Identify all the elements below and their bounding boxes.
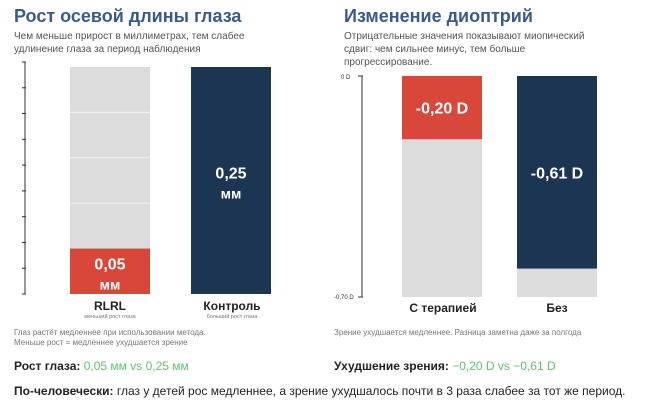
summary-growth: Рост глаза: 0,05 мм vs 0,25 мм bbox=[14, 359, 189, 373]
summary-growth-label: Рост глаза: bbox=[14, 359, 81, 373]
bottom-conclusion-text: глаз у детей рос медленнее, а зрение уху… bbox=[113, 384, 626, 398]
left-category-label-control: Контроль bbox=[203, 299, 261, 313]
bottom-conclusion: По-человечески: глаз у детей рос медленн… bbox=[14, 384, 634, 398]
right-category-label-without: Без bbox=[546, 301, 568, 315]
right-subtitle-line: прогрессирование. bbox=[344, 57, 433, 68]
left-chart-subtitle: Чем меньше прирост в миллиметрах, тем сл… bbox=[14, 30, 244, 56]
left-bar-value-label: 0,05 bbox=[94, 256, 125, 273]
left-chart-title: Рост осевой длины глаза bbox=[14, 6, 242, 26]
left-category-label-rlrl: RLRL bbox=[94, 299, 126, 313]
left-bar-0 bbox=[70, 248, 150, 294]
right-chart-note: Зрение ухудшается медленнее. Разница зам… bbox=[334, 328, 582, 337]
right-bar-0 bbox=[402, 76, 482, 140]
summary-vision: Ухудшение зрения: −0,20 D vs −0,61 D bbox=[334, 359, 556, 373]
right-bar-chart: 0 D -0,70 D -0,20 D -0,61 D bbox=[334, 75, 597, 300]
right-chart-subtitle: Отрицательные значения показывают миопич… bbox=[344, 30, 584, 69]
right-subtitle-line: сдвиг: чем сильнее минус, тем больше bbox=[344, 44, 526, 55]
right-y-tick-label-bottom: -0,70 D bbox=[334, 295, 354, 300]
right-bar-value-label: -0,20 D bbox=[416, 101, 468, 118]
left-bar-unit-label: мм bbox=[100, 276, 121, 292]
left-subtitle-line: удлинение глаза за период наблюдения bbox=[14, 44, 201, 55]
left-bar-chart: 0,05 мм 0,25 мм bbox=[22, 61, 271, 295]
left-bar-1 bbox=[191, 67, 271, 294]
right-chart-title: Изменение диоптрий bbox=[344, 6, 533, 26]
right-y-tick-label-top: 0 D bbox=[341, 75, 351, 81]
right-bar-value-label: -0,61 D bbox=[531, 165, 583, 182]
bottom-conclusion-label: По-человечески: bbox=[14, 384, 114, 398]
left-bar-value-label: 0,25 bbox=[215, 166, 246, 183]
left-chart-note: Глаз растёт медленнее при использовании … bbox=[14, 328, 206, 348]
left-category-sublabel-rlrl: меньший рост глаза bbox=[84, 314, 136, 320]
left-category-sublabel-control: больший рост глаза bbox=[206, 314, 258, 320]
left-bar-unit-label: мм bbox=[221, 186, 242, 202]
right-bar-1 bbox=[517, 76, 597, 269]
left-note-line: Глаз растёт медленнее при использовании … bbox=[14, 328, 206, 337]
left-note-line: Меньше рост = медленнее ухудшается зрени… bbox=[14, 338, 188, 347]
left-subtitle-line: Чем меньше прирост в миллиметрах, тем сл… bbox=[14, 31, 245, 42]
summary-vision-value: −0,20 D vs −0,61 D bbox=[452, 359, 556, 373]
summary-vision-label: Ухудшение зрения: bbox=[334, 359, 449, 373]
right-subtitle-line: Отрицательные значения показывают миопич… bbox=[344, 31, 585, 42]
summary-growth-value: 0,05 мм vs 0,25 мм bbox=[83, 359, 189, 373]
right-category-label-therapy: С терапией bbox=[409, 301, 477, 315]
